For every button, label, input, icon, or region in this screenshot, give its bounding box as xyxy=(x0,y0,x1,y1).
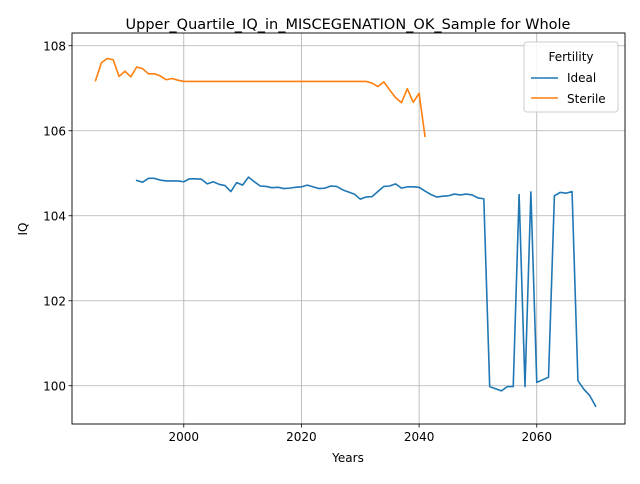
series-lines xyxy=(94,57,597,408)
x-axis-label: Years xyxy=(331,451,364,465)
legend-label-sterile: Sterile xyxy=(567,92,606,106)
axis-ticks: 2000 2020 2040 2060 100 102 104 106 108 xyxy=(43,39,552,444)
x-tick-label: 2040 xyxy=(404,430,435,444)
x-tick-label: 2060 xyxy=(521,430,552,444)
x-tick-label: 2000 xyxy=(169,430,200,444)
y-tick-label: 106 xyxy=(43,124,66,138)
y-tick-label: 108 xyxy=(43,39,66,53)
legend-title: Fertility xyxy=(548,50,593,64)
legend-label-ideal: Ideal xyxy=(567,71,596,85)
chart-title: Upper_Quartile_IQ_in_MISCEGENATION_OK_Sa… xyxy=(126,17,571,33)
legend: Fertility Ideal Sterile xyxy=(523,41,619,113)
series-line-ideal xyxy=(135,176,597,408)
plot-frame xyxy=(71,32,626,425)
legend-box xyxy=(523,41,619,113)
x-tick-label: 2020 xyxy=(286,430,317,444)
series-line-sterile xyxy=(94,57,426,138)
y-tick-label: 104 xyxy=(43,209,66,223)
y-tick-label: 102 xyxy=(43,294,66,308)
y-tick-label: 100 xyxy=(43,379,66,393)
y-axis-label: IQ xyxy=(16,223,30,236)
